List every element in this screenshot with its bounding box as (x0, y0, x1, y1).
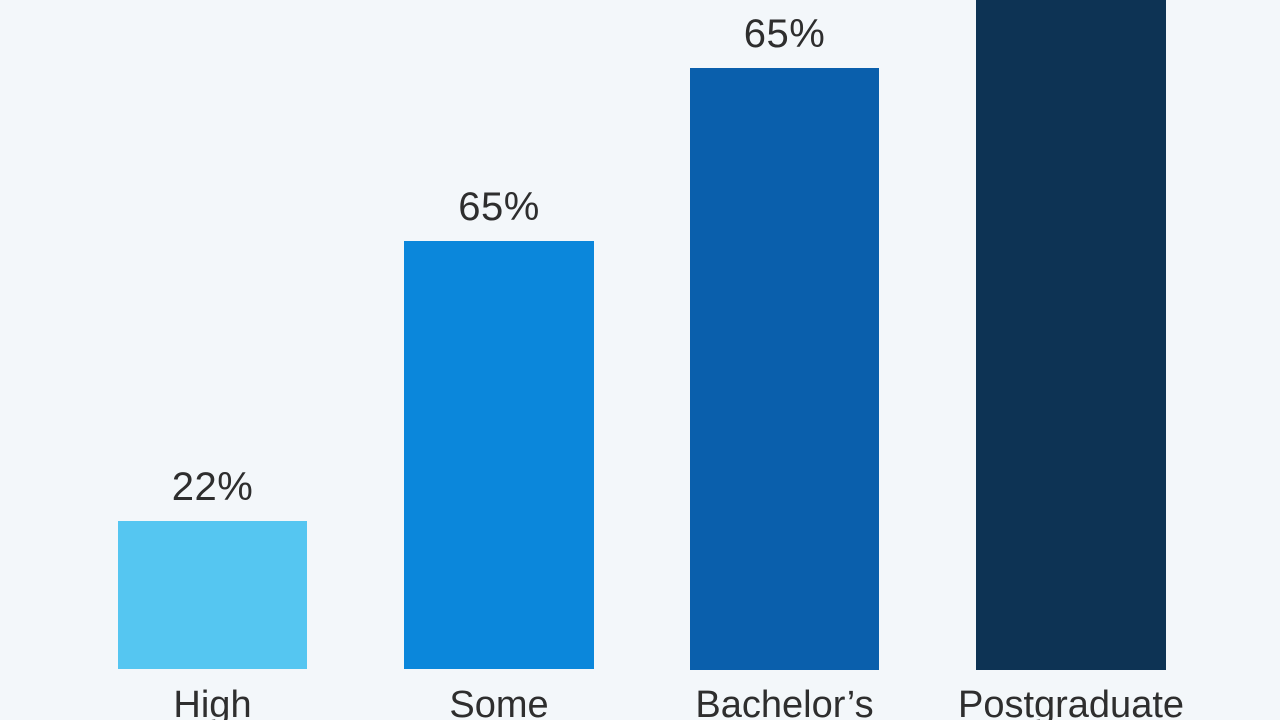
bar-high (118, 521, 307, 669)
bar-category-label: High (173, 684, 252, 720)
bar-value-label: 65% (458, 185, 540, 229)
bar-category-label: Bachelor’s (695, 684, 874, 720)
bar-category-label: Some (449, 684, 549, 720)
bar-bachelors (690, 68, 879, 670)
bar-some (404, 241, 594, 669)
bar-category-label: Postgraduate (957, 684, 1185, 720)
bar-value-label: 22% (171, 465, 254, 509)
bar-value-label: 65% (743, 12, 826, 56)
bar-postgraduate (976, 0, 1166, 670)
